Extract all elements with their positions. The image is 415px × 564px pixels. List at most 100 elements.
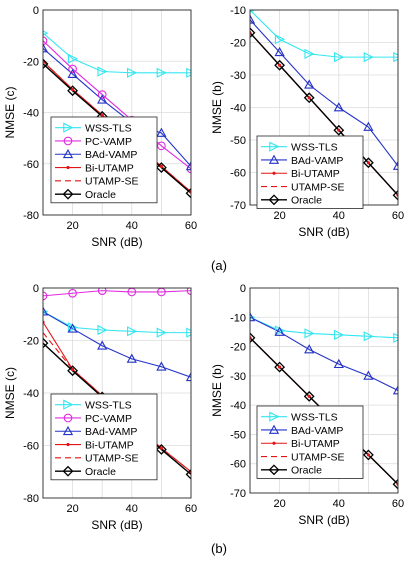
data-point-bad-vamp xyxy=(250,311,256,322)
axes-frame xyxy=(42,287,192,499)
data-point-wss-tls xyxy=(274,34,286,45)
data-point-oracle xyxy=(67,365,79,377)
y-tick-label: -20 xyxy=(230,38,246,50)
legend-label: WSS-TLS xyxy=(85,122,132,134)
data-point-oracle xyxy=(155,444,167,455)
data-point-bi-utamp xyxy=(277,63,282,67)
data-point-oracle xyxy=(362,157,374,169)
x-tick-label: 60 xyxy=(185,503,197,515)
data-point-bi-utamp xyxy=(159,164,164,168)
data-point-wss-tls xyxy=(393,52,398,63)
data-point-bad-vamp xyxy=(274,326,285,336)
series-line-oracle xyxy=(250,32,398,196)
legend-label: BAd-VAMP xyxy=(85,149,137,161)
y-tick-label: -70 xyxy=(230,488,246,500)
legend-label: UTAMP-SE xyxy=(85,176,138,188)
x-tick-label: 40 xyxy=(126,220,138,232)
data-point-bad-vamp xyxy=(97,94,108,104)
legend-marker xyxy=(62,465,74,477)
data-point-oracle xyxy=(392,478,398,490)
chart-panel: 20 40 60 0 -20 -40 -60 -80 SNR (dB) NMSE (c) WSS-T… xyxy=(3,5,197,249)
x-axis-label: SNR (dB) xyxy=(91,235,142,249)
data-point-oracle xyxy=(67,85,79,97)
y-tick-label: -80 xyxy=(23,210,39,222)
data-point-oracle xyxy=(185,187,191,199)
data-point-bad-vamp xyxy=(156,361,167,371)
legend-marker xyxy=(268,194,280,206)
chart-panel: 20 40 60 -10 -20 -30 -40 -50 -60 -70 SNR (dB) NMSE … xyxy=(210,5,404,239)
y-tick-label: 0 xyxy=(33,5,39,17)
data-point-wss-tls xyxy=(334,329,345,340)
legend-marker xyxy=(269,141,280,152)
legend-marker xyxy=(63,136,73,146)
data-point-bad-vamp xyxy=(304,344,315,354)
x-tick-label: 40 xyxy=(126,503,138,515)
legend-marker xyxy=(63,122,74,133)
data-point-bi-utamp xyxy=(337,128,341,132)
y-tick-label: -20 xyxy=(230,342,246,354)
data-point-bad-vamp xyxy=(392,160,398,170)
legend-label: BAd-VAMP xyxy=(291,155,343,167)
legend-marker xyxy=(66,442,70,447)
y-tick-label: -40 xyxy=(23,388,39,400)
data-point-pc-vamp xyxy=(68,64,77,74)
series-line-bad-vamp xyxy=(250,316,398,391)
y-axis-label: NMSE (c) xyxy=(3,87,17,139)
data-point-oracle xyxy=(303,92,315,104)
data-point-oracle xyxy=(185,468,191,480)
data-point-wss-tls xyxy=(127,326,138,337)
series-line-bad-vamp xyxy=(43,48,191,167)
y-tick-label: -60 xyxy=(230,168,246,180)
data-point-bi-utamp xyxy=(100,113,104,117)
y-tick-label: -80 xyxy=(23,493,39,505)
y-tick-label: -50 xyxy=(230,429,246,441)
data-point-bad-vamp xyxy=(333,358,344,369)
x-axis-label: SNR (dB) xyxy=(298,513,349,527)
data-point-oracle xyxy=(303,390,315,402)
data-point-bad-vamp xyxy=(156,127,167,137)
data-point-bi-utamp xyxy=(307,394,311,399)
series-line-pc-vamp xyxy=(43,290,191,297)
chart-panel: 20 40 60 0 -10 -20 -30 -40 -50 -60 -70 SNR (dB) NMSE… xyxy=(210,283,404,527)
x-tick-label: 20 xyxy=(66,220,78,232)
data-point-oracle xyxy=(250,27,256,39)
y-tick-label: -10 xyxy=(230,312,246,324)
legend-label: UTAMP-SE xyxy=(291,451,344,463)
x-axis-label: SNR (dB) xyxy=(298,225,349,239)
legend-label: BAd-VAMP xyxy=(291,425,343,437)
y-tick-label: -20 xyxy=(23,336,39,348)
legend-label: Oracle xyxy=(291,465,322,477)
data-point-wss-tls xyxy=(97,66,108,77)
data-point-bad-vamp xyxy=(67,68,78,78)
legend-label: WSS-TLS xyxy=(85,399,132,411)
y-tick-label: -70 xyxy=(230,200,246,212)
legend-marker xyxy=(62,148,74,159)
data-point-oracle xyxy=(274,59,286,71)
legend-label: WSS-TLS xyxy=(291,411,338,423)
data-point-pc-vamp xyxy=(157,141,166,151)
legend-label: BAd-VAMP xyxy=(85,426,137,438)
y-tick-label: 0 xyxy=(33,283,39,295)
data-point-pc-vamp xyxy=(97,288,107,295)
x-tick-label: 60 xyxy=(185,220,197,232)
legend-marker xyxy=(268,154,280,164)
y-tick-label: -30 xyxy=(230,70,246,82)
data-point-bi-utamp xyxy=(70,367,75,372)
data-point-bad-vamp xyxy=(126,353,137,363)
caption-b: (b) xyxy=(211,541,227,556)
chart-panel: 20 40 60 0 -20 -40 -60 -80 SNR (dB) NMSE (c) WSS-T… xyxy=(3,283,197,532)
legend-label: WSS-TLS xyxy=(291,141,338,153)
legend-label: PC-VAMP xyxy=(85,413,132,425)
data-point-bad-vamp xyxy=(43,43,49,53)
series-group xyxy=(250,10,398,201)
y-tick-label: 0 xyxy=(240,283,246,295)
data-point-bad-vamp xyxy=(43,306,49,316)
legend-marker xyxy=(268,464,280,476)
data-point-oracle xyxy=(274,361,286,373)
data-point-bad-vamp xyxy=(185,371,191,382)
y-tick-label: -10 xyxy=(230,5,246,17)
legend-label: PC-VAMP xyxy=(85,136,132,148)
legend-marker xyxy=(269,411,280,422)
